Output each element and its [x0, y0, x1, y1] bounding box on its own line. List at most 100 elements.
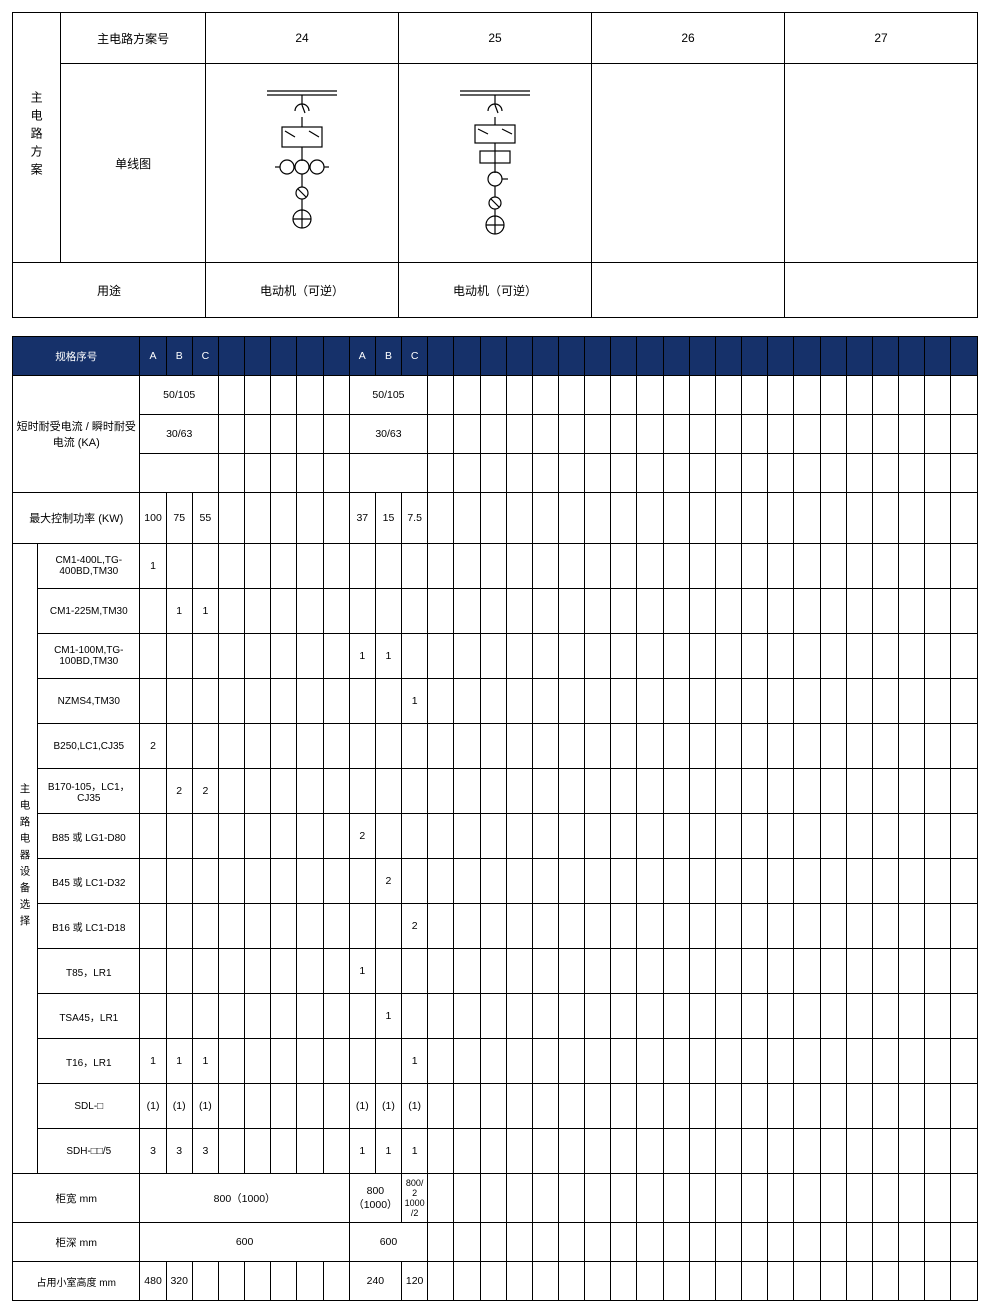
equip-val: [166, 634, 192, 679]
equip-val: [192, 544, 218, 589]
table-row: 单线图: [13, 64, 978, 263]
width-val: 800/2 1000/2: [402, 1174, 428, 1223]
equip-val: [140, 589, 166, 634]
table-row: CM1-225M,TM3011: [13, 589, 978, 634]
equip-val: 1: [192, 589, 218, 634]
abc-a: A: [349, 337, 375, 376]
equip-val: [166, 859, 192, 904]
abc-c: C: [402, 337, 428, 376]
height-val: [192, 1262, 218, 1301]
equip-name: B250,LC1,CJ35: [38, 724, 140, 769]
height-val: 480: [140, 1262, 166, 1301]
mp-val: 37: [349, 493, 375, 544]
equip-val: 2: [192, 769, 218, 814]
table-row: NZMS4,TM301: [13, 679, 978, 724]
equip-name: SDH-□□/5: [38, 1129, 140, 1174]
equip-val: [375, 544, 401, 589]
equip-val: [375, 589, 401, 634]
equip-val: 1: [349, 634, 375, 679]
circuit-diagram-icon: [450, 83, 540, 243]
equip-name: SDL-□: [38, 1084, 140, 1129]
equip-name: T85，LR1: [38, 949, 140, 994]
equip-val: 1: [375, 994, 401, 1039]
equip-name: CM1-100M,TG-100BD,TM30: [38, 634, 140, 679]
table-row: SDH-□□/5333111: [13, 1129, 978, 1174]
equip-val: 2: [402, 904, 428, 949]
table-row: 柜深 mm 600 600: [13, 1223, 978, 1262]
table-row: 占用小室高度 mm 480 320 240 120: [13, 1262, 978, 1301]
side-label: 主电路方案: [28, 91, 45, 181]
withstand-val: 50/105: [349, 376, 427, 415]
equip-name: B170-105，LC1，CJ35: [38, 769, 140, 814]
equip-val: [349, 994, 375, 1039]
table-row: 30/63 30/63: [13, 415, 978, 454]
table-row: 主电路方案 主电路方案号 24 25 26 27: [13, 13, 978, 64]
equip-side-label: 主电路电器设备选择: [18, 783, 33, 932]
equip-val: [192, 949, 218, 994]
withstand-val: 30/63: [140, 415, 218, 454]
equip-val: (1): [166, 1084, 192, 1129]
equip-val: [349, 769, 375, 814]
height-val: 320: [166, 1262, 192, 1301]
scheme-col-25: 25: [399, 13, 592, 64]
equip-val: 1: [166, 589, 192, 634]
table-row: B16 或 LC1-D182: [13, 904, 978, 949]
equip-val: [402, 724, 428, 769]
equip-val: [349, 859, 375, 904]
spec-table: 规格序号 A B C A B C 短时耐受电流 / 瞬时耐受电流 (KA) 50…: [12, 336, 978, 1301]
equip-val: 3: [166, 1129, 192, 1174]
usage-27: [785, 263, 978, 318]
equip-val: [375, 904, 401, 949]
height-label: 占用小室高度 mm: [13, 1262, 140, 1301]
table-row: TSA45，LR11: [13, 994, 978, 1039]
equip-val: [140, 769, 166, 814]
equip-val: 1: [349, 1129, 375, 1174]
usage-25: 电动机（可逆）: [399, 263, 592, 318]
mp-val: 15: [375, 493, 401, 544]
abc-c: C: [192, 337, 218, 376]
withstand-val: 30/63: [349, 415, 427, 454]
equip-val: [140, 994, 166, 1039]
equip-val: [402, 994, 428, 1039]
scheme-col-26: 26: [592, 13, 785, 64]
equip-val: [140, 949, 166, 994]
scheme-table: 主电路方案 主电路方案号 24 25 26 27 单线图: [12, 12, 978, 318]
row-label-diagram: 单线图: [61, 64, 206, 263]
equip-val: 1: [402, 1129, 428, 1174]
width-val: 800（1000）: [349, 1174, 401, 1223]
equip-val: 2: [166, 769, 192, 814]
equip-val: [402, 769, 428, 814]
table-row: B170-105，LC1，CJ35 22: [13, 769, 978, 814]
equip-val: (1): [402, 1084, 428, 1129]
equip-val: 1: [349, 949, 375, 994]
equip-val: [192, 634, 218, 679]
table-row: CM1-100M,TG-100BD,TM3011: [13, 634, 978, 679]
equip-val: 1: [402, 1039, 428, 1084]
equip-val: [375, 949, 401, 994]
equip-val: [140, 904, 166, 949]
equip-val: 1: [140, 1039, 166, 1084]
equip-val: [349, 589, 375, 634]
equip-val: [349, 724, 375, 769]
equip-val: [402, 859, 428, 904]
equip-val: [402, 634, 428, 679]
equip-val: 2: [140, 724, 166, 769]
spec-header-label: 规格序号: [13, 337, 140, 376]
equip-val: 1: [140, 544, 166, 589]
scheme-col-27: 27: [785, 13, 978, 64]
equip-val: [349, 544, 375, 589]
equip-val: [349, 679, 375, 724]
equip-val: (1): [349, 1084, 375, 1129]
equip-val: [402, 814, 428, 859]
equip-val: 1: [402, 679, 428, 724]
equip-val: 1: [375, 1129, 401, 1174]
equip-val: [349, 1039, 375, 1084]
mp-val: 75: [166, 493, 192, 544]
mp-val: 100: [140, 493, 166, 544]
abc-b: B: [166, 337, 192, 376]
equip-val: [140, 679, 166, 724]
equip-val: [166, 949, 192, 994]
table-row: [13, 454, 978, 493]
max-power-label: 最大控制功率 (KW): [13, 493, 140, 544]
withstand-label: 短时耐受电流 / 瞬时耐受电流 (KA): [13, 376, 140, 493]
